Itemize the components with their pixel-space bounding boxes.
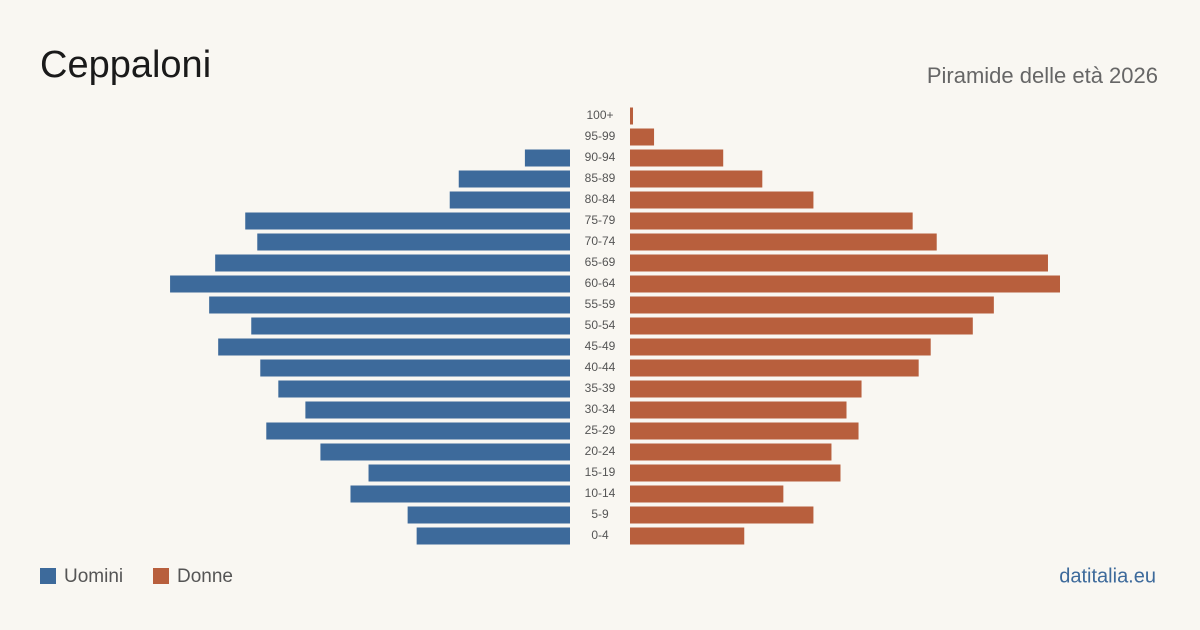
- chart-subtitle: Piramide delle età 2026: [927, 63, 1158, 88]
- bar: [630, 296, 994, 314]
- age-label: 15-19: [585, 465, 616, 479]
- bar: [630, 380, 862, 398]
- bar: [218, 338, 570, 356]
- age-label: 5-9: [591, 507, 609, 521]
- bar: [630, 275, 1060, 293]
- bar: [630, 191, 814, 209]
- age-label: 45-49: [585, 339, 616, 353]
- age-label: 60-64: [585, 276, 616, 290]
- bar: [630, 401, 847, 419]
- bar: [170, 275, 570, 293]
- bar: [251, 317, 571, 335]
- age-label: 40-44: [585, 360, 616, 374]
- bar: [278, 380, 570, 398]
- bar: [416, 527, 570, 545]
- source: datitalia.eu: [1059, 565, 1156, 587]
- bar: [630, 506, 814, 524]
- age-label: 80-84: [585, 192, 616, 206]
- bar: [630, 422, 859, 440]
- age-label: 25-29: [585, 423, 616, 437]
- age-label: 35-39: [585, 381, 616, 395]
- bar: [368, 464, 570, 482]
- bar: [630, 464, 841, 482]
- bar: [630, 170, 763, 188]
- chart-title: Ceppaloni: [40, 44, 211, 86]
- bar: [630, 212, 913, 230]
- bar: [630, 107, 634, 125]
- bar: [209, 296, 571, 314]
- bar: [630, 485, 784, 503]
- age-label: 0-4: [591, 528, 609, 542]
- bar: [630, 443, 832, 461]
- bar: [449, 191, 570, 209]
- legend-swatch: [153, 568, 169, 584]
- bar: [630, 338, 931, 356]
- bar: [630, 317, 973, 335]
- bar: [215, 254, 571, 272]
- age-label: 95-99: [585, 129, 616, 143]
- age-label: 100+: [586, 108, 613, 122]
- age-label: 10-14: [585, 486, 616, 500]
- bar: [350, 485, 570, 503]
- bar: [260, 359, 570, 377]
- bar: [407, 506, 570, 524]
- age-label: 65-69: [585, 255, 616, 269]
- legend-label: Uomini: [64, 566, 123, 587]
- bar: [630, 527, 745, 545]
- bar: [305, 401, 570, 419]
- age-label: 85-89: [585, 171, 616, 185]
- bar: [320, 443, 570, 461]
- legend-swatch: [40, 568, 56, 584]
- bar: [257, 233, 570, 251]
- bar: [266, 422, 570, 440]
- bar: [458, 170, 570, 188]
- bar: [630, 128, 655, 146]
- age-label: 90-94: [585, 150, 616, 164]
- age-label: 70-74: [585, 234, 616, 248]
- age-label: 30-34: [585, 402, 616, 416]
- age-label: 55-59: [585, 297, 616, 311]
- bar: [630, 233, 937, 251]
- bar: [630, 149, 724, 167]
- age-label: 20-24: [585, 444, 616, 458]
- bar: [630, 359, 919, 377]
- bar: [630, 254, 1048, 272]
- bar: [524, 149, 570, 167]
- age-label: 75-79: [585, 213, 616, 227]
- bar: [245, 212, 570, 230]
- age-label: 50-54: [585, 318, 616, 332]
- legend-label: Donne: [177, 566, 233, 587]
